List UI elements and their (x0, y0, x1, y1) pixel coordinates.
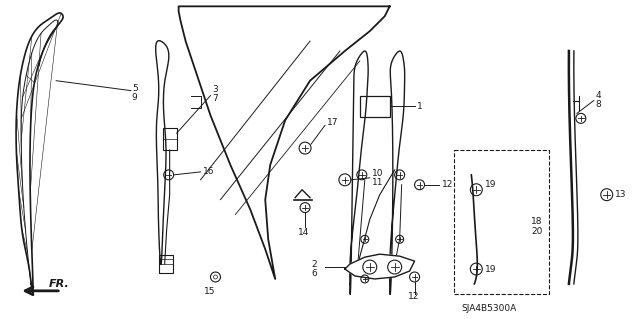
Text: 10: 10 (372, 169, 383, 178)
Text: 1: 1 (417, 102, 422, 111)
Text: 17: 17 (327, 118, 339, 127)
Text: 4: 4 (596, 91, 602, 100)
Text: 12: 12 (408, 292, 419, 301)
Text: 16: 16 (202, 167, 214, 176)
Bar (159, 255, 173, 273)
Text: 20: 20 (531, 227, 543, 236)
Bar (163, 128, 177, 150)
Text: 14: 14 (298, 228, 310, 237)
Text: 7: 7 (212, 94, 218, 103)
Text: 9: 9 (132, 93, 138, 102)
Text: 8: 8 (596, 100, 602, 109)
Polygon shape (345, 254, 415, 279)
Text: 2: 2 (312, 260, 317, 269)
Text: 18: 18 (531, 217, 543, 226)
Text: 15: 15 (204, 287, 215, 296)
Text: 6: 6 (311, 269, 317, 278)
Text: FR.: FR. (49, 279, 70, 289)
Text: 19: 19 (485, 180, 497, 189)
Text: SJA4B5300A: SJA4B5300A (461, 304, 517, 313)
Text: 3: 3 (212, 85, 218, 94)
Bar (454, 150, 549, 294)
Text: 13: 13 (614, 190, 626, 199)
Bar (360, 96, 390, 117)
Text: 12: 12 (442, 180, 453, 189)
Text: 11: 11 (372, 178, 383, 187)
Text: 19: 19 (485, 264, 497, 273)
Text: 5: 5 (132, 84, 138, 93)
